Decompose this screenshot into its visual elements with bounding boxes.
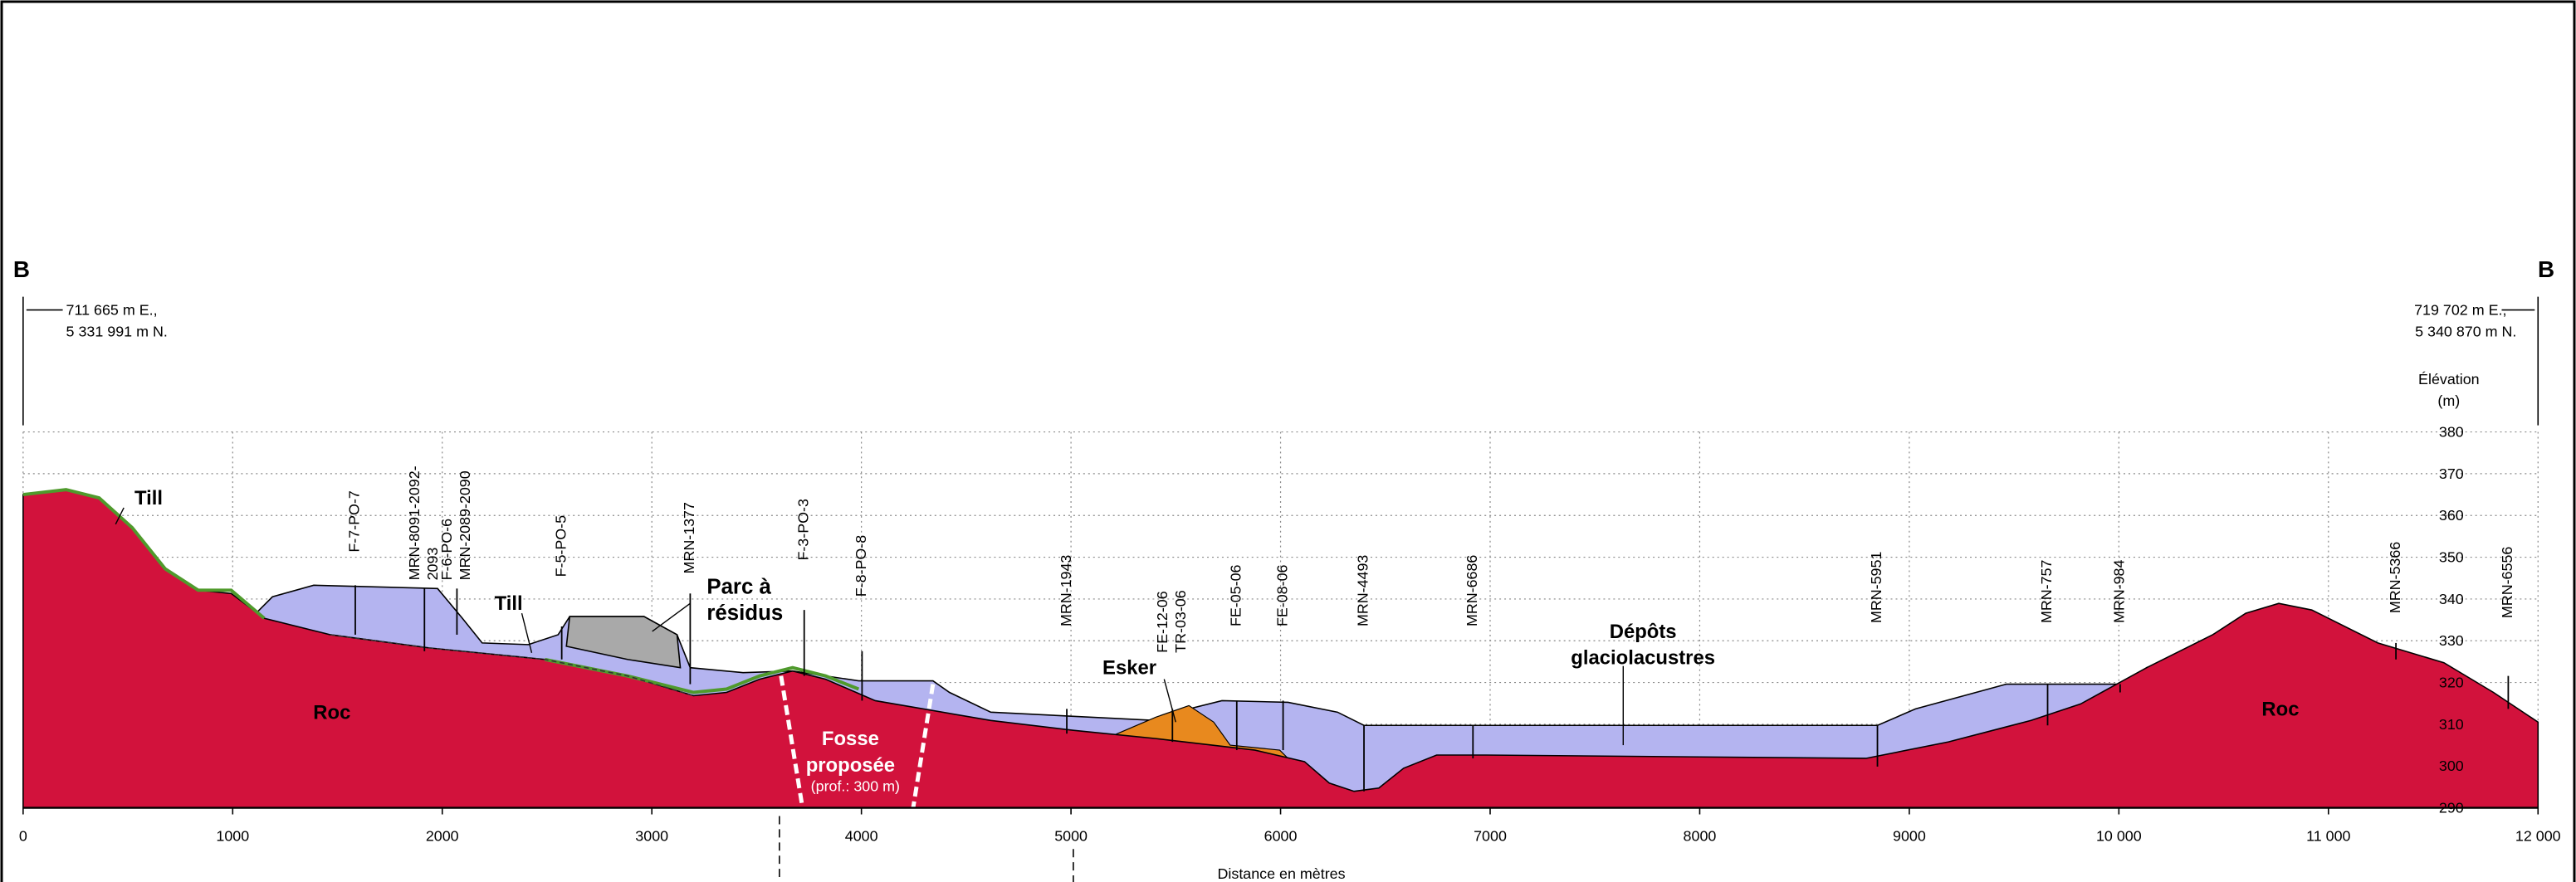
y-tick-label: 310 — [2439, 716, 2464, 733]
borehole-label: MRN-5951 — [1868, 552, 1884, 623]
x-tick-label: 9000 — [1893, 827, 1926, 844]
x-tick-label: 10 000 — [2096, 827, 2142, 844]
leader — [653, 603, 691, 631]
cross-section: B B 711 665 m E., 5 331 991 m N. 719 702… — [0, 0, 2576, 882]
y-axis-title: (m) — [2437, 392, 2460, 409]
x-tick-label: 8000 — [1684, 827, 1717, 844]
borehole-label: MRN-2089-2090 — [457, 470, 473, 580]
borehole-label: F-8-PO-8 — [853, 535, 869, 597]
y-tick-label: 320 — [2439, 675, 2464, 691]
y-tick-label: 370 — [2439, 465, 2464, 482]
annotation: (prof.: 300 m) — [811, 778, 900, 795]
x-tick-label: 3000 — [635, 827, 668, 844]
y-tick-label: 340 — [2439, 591, 2464, 607]
annotation: proposée — [806, 754, 895, 777]
y-tick-label: 330 — [2439, 632, 2464, 649]
y-axis-title: Élévation — [2418, 371, 2480, 387]
annotation: Roc — [2261, 698, 2299, 720]
annotation: Dépôts — [1610, 621, 1677, 643]
borehole-label: MRN-6556 — [2499, 547, 2515, 618]
coords: 5 331 991 m N. — [66, 323, 168, 339]
borehole-label: MRN-5366 — [2387, 542, 2403, 613]
x-tick-label: 0 — [19, 827, 27, 844]
annotation: glaciolacustres — [1571, 647, 1715, 670]
coords: 711 665 m E., — [66, 302, 158, 319]
y-tick-label: 300 — [2439, 758, 2464, 774]
borehole-label: MRN-1943 — [1058, 555, 1074, 626]
annotation: Till — [495, 592, 523, 615]
borehole-label: TR-03-06 — [1172, 590, 1189, 653]
coords: 719 702 m E., — [2414, 302, 2506, 319]
x-tick-label: 11 000 — [2306, 827, 2350, 844]
y-tick-label: 350 — [2439, 549, 2464, 566]
annotation: Esker — [1102, 657, 1156, 680]
borehole-label: MRN-4493 — [1355, 555, 1371, 626]
borehole-label: MRN-6686 — [1464, 555, 1480, 626]
borehole-label: F-7-PO-7 — [346, 490, 363, 553]
borehole-label: F-3-PO-3 — [794, 499, 811, 561]
x-tick-label: 6000 — [1264, 827, 1298, 844]
borehole-label: MRN-8091-2092- — [406, 465, 423, 580]
section-marker: B — [2538, 256, 2554, 282]
borehole-label: MRN-757 — [2038, 560, 2055, 624]
annotation: Till — [134, 487, 163, 509]
annotation: Parc à — [706, 575, 771, 598]
section-marker: B — [13, 256, 30, 282]
y-tick-label: 360 — [2439, 507, 2464, 524]
annotation: Roc — [313, 701, 350, 724]
annotation: résidus — [706, 602, 783, 625]
x-tick-label: 12 000 — [2515, 827, 2561, 844]
y-tick-label: 290 — [2439, 800, 2464, 816]
x-tick-label: 5000 — [1054, 827, 1088, 844]
x-axis-title: Distance en mètres — [1218, 865, 1346, 882]
borehole-label: MRN-1377 — [681, 502, 697, 573]
borehole-label: FE-12-06 — [1154, 591, 1171, 653]
borehole-label: F-6-PO-6 — [438, 519, 455, 581]
borehole-label: FE-08-06 — [1273, 564, 1290, 626]
x-tick-label: 7000 — [1474, 827, 1507, 844]
y-tick-label: 380 — [2439, 424, 2464, 441]
x-tick-label: 2000 — [426, 827, 459, 844]
annotation: Fosse — [822, 728, 879, 750]
x-tick-label: 1000 — [216, 827, 249, 844]
borehole-label: MRN-984 — [2111, 560, 2128, 624]
coords: 5 340 870 m N. — [2415, 323, 2516, 339]
borehole-label: F-5-PO-5 — [552, 515, 569, 577]
borehole-label: FE-05-06 — [1227, 564, 1244, 626]
x-tick-label: 4000 — [845, 827, 878, 844]
